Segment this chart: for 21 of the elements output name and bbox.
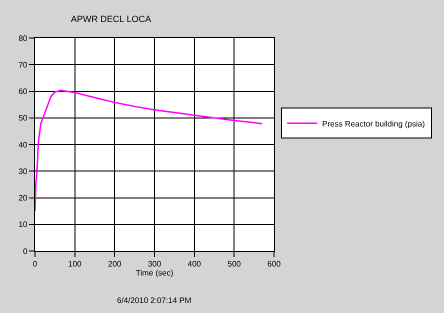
chart-title: APWR DECL LOCA	[70, 14, 152, 24]
y-tick-label: 60	[18, 87, 28, 96]
y-tick-label: 50	[18, 114, 28, 123]
y-tick-label: 30	[18, 166, 28, 176]
x-tick-label: 200	[108, 260, 122, 269]
x-tick-label: 300	[148, 260, 162, 269]
y-tick-label: 80	[18, 34, 28, 43]
y-tick-label: 10	[18, 220, 28, 230]
x-axis-title: Time (sec)	[136, 268, 174, 278]
y-tick-label: 20	[18, 194, 28, 203]
line-series	[35, 90, 263, 212]
x-tick-label: 600	[267, 260, 282, 269]
y-tick-label: 0	[22, 246, 28, 256]
x-tick-label: 500	[227, 260, 242, 269]
y-tick-label: 70	[18, 60, 28, 70]
y-tick-label: 40	[18, 140, 28, 150]
x-tick-label: 400	[188, 260, 202, 269]
x-tick-label: 0	[32, 260, 38, 269]
legend-label: Press Reactor building (psia)	[322, 119, 426, 128]
x-tick-label: 100	[68, 260, 82, 269]
text: 6/4/2010 2:07:14 PM	[117, 296, 192, 305]
